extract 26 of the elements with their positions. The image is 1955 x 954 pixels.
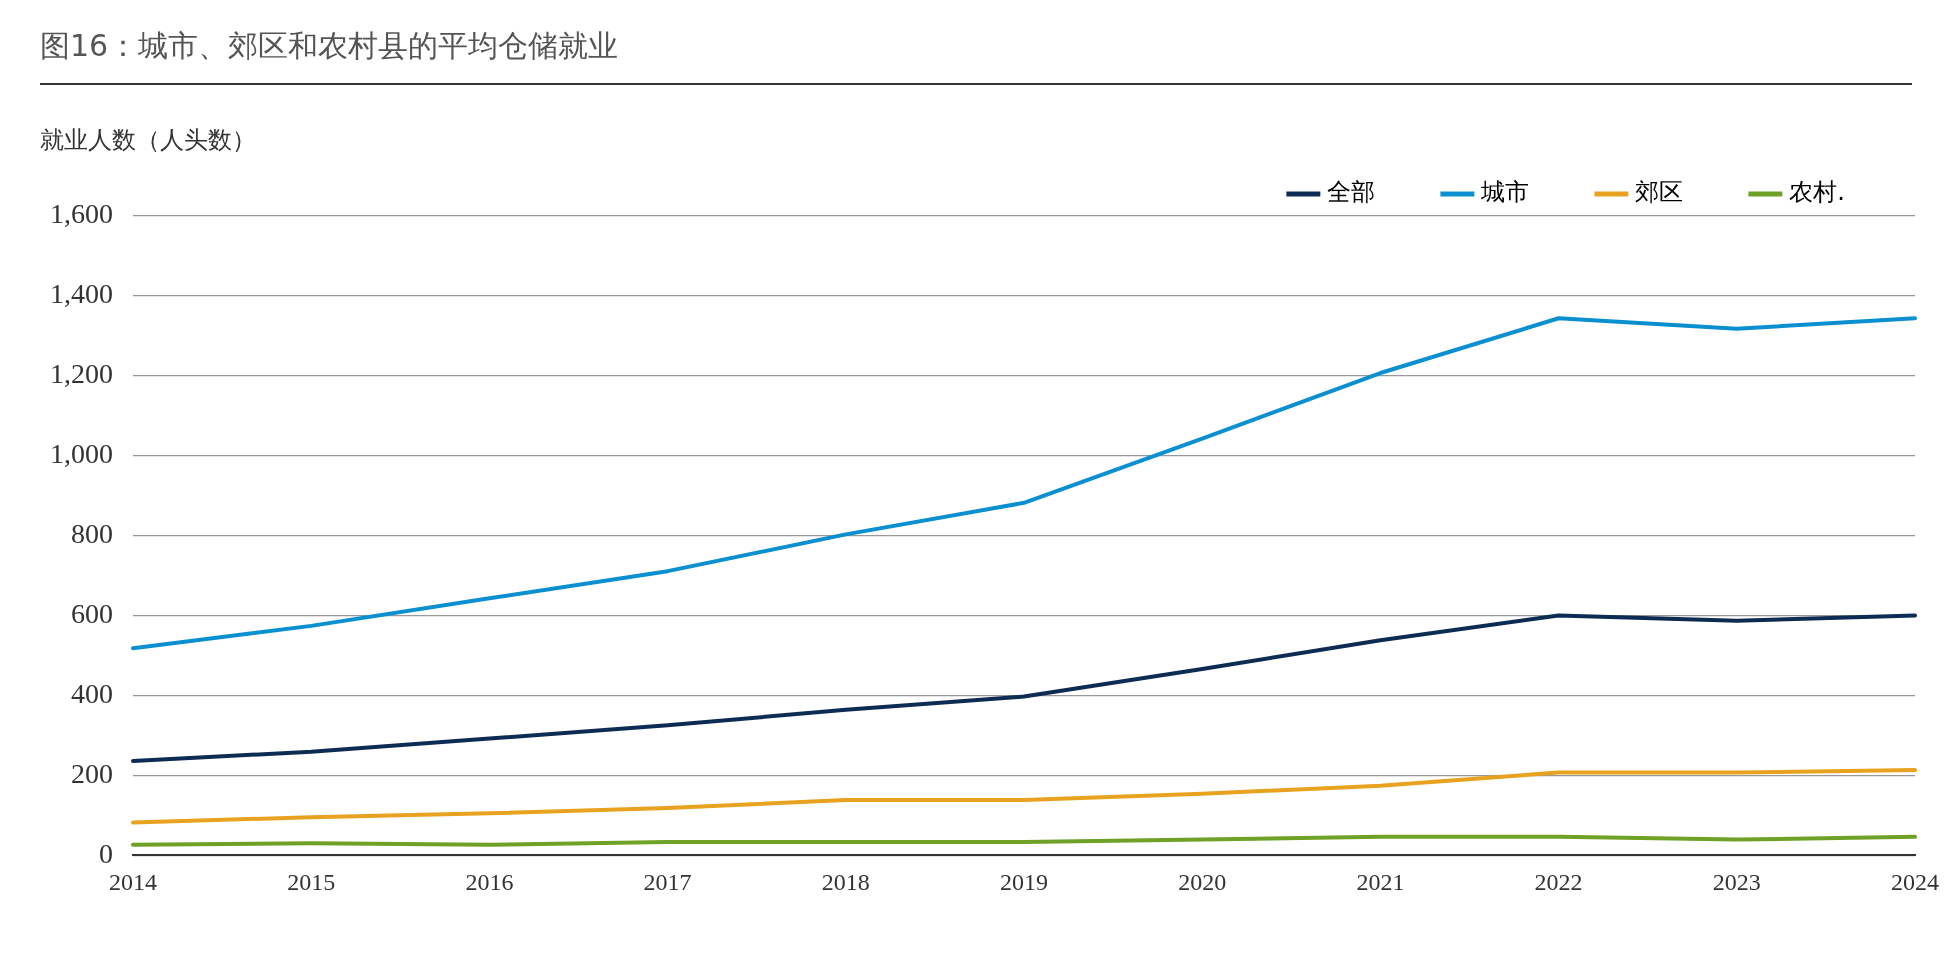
- x-tick-label: 2024: [1891, 868, 1939, 895]
- x-tick-label: 2020: [1178, 868, 1227, 895]
- x-tick-label: 2016: [465, 868, 514, 895]
- y-tick-label: 400: [71, 677, 113, 709]
- x-tick-label: 2021: [1356, 868, 1405, 895]
- legend-label: 城市: [1480, 178, 1530, 207]
- y-tick-label: 0: [99, 837, 113, 869]
- x-tick-label: 2018: [821, 868, 870, 895]
- x-tick-label: 2014: [109, 868, 157, 895]
- x-tick-label: 2015: [287, 868, 336, 895]
- legend-label: 农村.: [1789, 178, 1846, 207]
- legend-label: 郊区: [1635, 178, 1684, 207]
- y-tick-label: 800: [71, 517, 113, 549]
- x-tick-label: 2019: [1000, 868, 1048, 895]
- y-axis-title: 就业人数（人头数）: [40, 125, 256, 156]
- x-tick-label: 2022: [1534, 868, 1583, 895]
- y-tick-label: 1,200: [50, 358, 113, 390]
- legend-label: 全部: [1327, 178, 1376, 207]
- y-tick-label: 600: [71, 597, 113, 629]
- x-tick-label: 2023: [1712, 868, 1761, 895]
- y-tick-label: 1,600: [50, 198, 113, 230]
- chart-title: 图16：城市、郊区和农村县的平均仓储就业: [40, 27, 619, 65]
- y-tick-label: 200: [71, 757, 113, 789]
- y-tick-label: 1,400: [50, 278, 113, 310]
- y-tick-label: 1,000: [50, 438, 113, 470]
- x-tick-label: 2017: [643, 868, 692, 895]
